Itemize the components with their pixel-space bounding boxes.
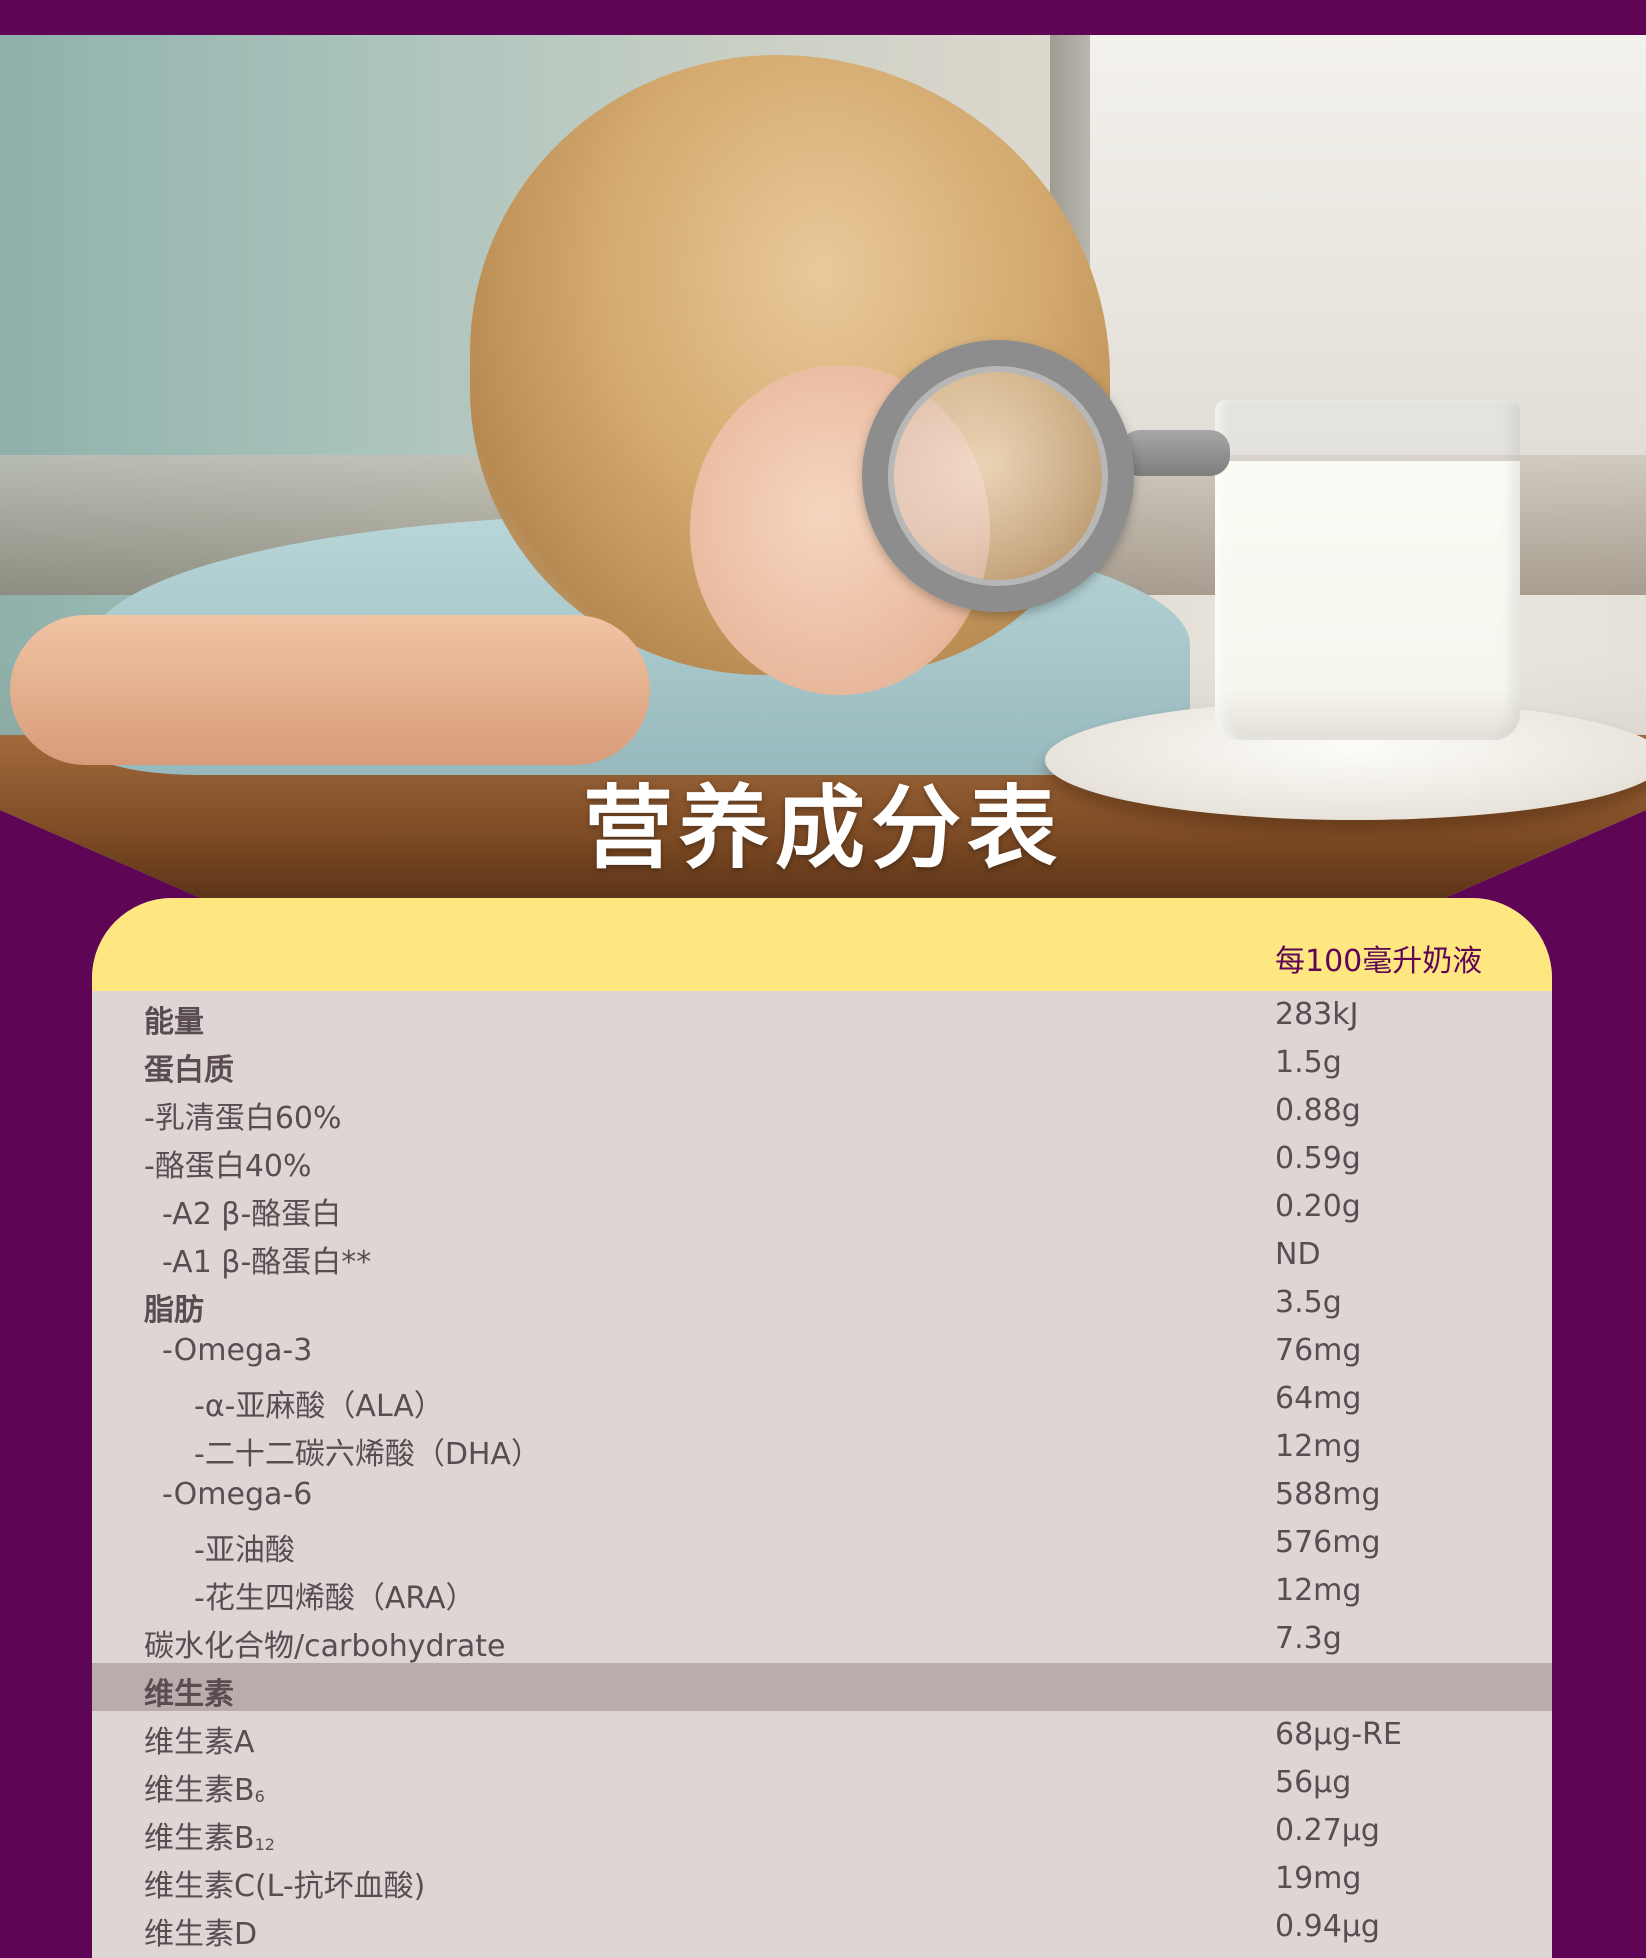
photo-magnifier-handle — [1120, 430, 1230, 476]
table-row: 维生素B12 0.27μg — [92, 1807, 1552, 1857]
row-label: 维生素A — [144, 1725, 255, 1760]
row-label: 维生素D — [144, 1917, 258, 1952]
row-value: 19mg — [1275, 1861, 1362, 1896]
row-label: 维生素B12 — [144, 1813, 275, 1857]
table-row: -Omega-6 588mg — [92, 1471, 1552, 1519]
row-value: 12mg — [1275, 1573, 1362, 1608]
table-row: -乳清蛋白60% 0.88g — [92, 1087, 1552, 1136]
table-row: 维生素D 0.94μg — [92, 1903, 1552, 1952]
row-value: 7.3g — [1275, 1621, 1342, 1656]
magnifier-icon — [862, 340, 1134, 612]
row-label: -亚油酸 — [194, 1533, 295, 1568]
row-label: -花生四烯酸（ARA） — [194, 1581, 476, 1616]
nutrition-table: 每100毫升奶液 能量 283kJ 蛋白质 1.5g -乳清蛋白60% 0.88… — [92, 898, 1552, 1958]
row-value: 588mg — [1275, 1477, 1381, 1512]
row-label: -Omega-6 — [162, 1477, 313, 1512]
table-row: -亚油酸 576mg — [92, 1519, 1552, 1568]
row-value: 0.27μg — [1275, 1813, 1380, 1848]
row-label: -A1 β-酪蛋白** — [162, 1245, 372, 1280]
row-label: 脂肪 — [144, 1293, 204, 1328]
row-label: 维生素C(L-抗坏血酸) — [144, 1869, 426, 1904]
table-row: -A1 β-酪蛋白** ND — [92, 1231, 1552, 1280]
row-value: 3.5g — [1275, 1285, 1342, 1320]
row-value: ND — [1275, 1237, 1321, 1272]
table-row: 脂肪 3.5g — [92, 1279, 1552, 1328]
table-row: 维生素C(L-抗坏血酸) 19mg — [92, 1855, 1552, 1904]
row-value: 0.59g — [1275, 1141, 1361, 1176]
table-row: 碳水化合物/carbohydrate 7.3g — [92, 1615, 1552, 1664]
table-row: -Omega-3 76mg — [92, 1327, 1552, 1375]
row-value: 76mg — [1275, 1333, 1362, 1368]
row-label: 能量 — [144, 1005, 204, 1040]
photo-child-arm — [10, 615, 650, 765]
table-row: -花生四烯酸（ARA） 12mg — [92, 1567, 1552, 1616]
row-label: 碳水化合物/carbohydrate — [144, 1629, 506, 1664]
row-value: 0.94μg — [1275, 1909, 1380, 1944]
row-label-subscript: 12 — [254, 1835, 275, 1854]
table-header: 每100毫升奶液 — [92, 898, 1552, 991]
row-label: -α-亚麻酸（ALA） — [194, 1389, 444, 1424]
row-value: 1.5g — [1275, 1045, 1342, 1080]
photo-fridge — [1090, 35, 1646, 455]
column-header-per-100ml: 每100毫升奶液 — [1275, 944, 1483, 979]
table-row: 蛋白质 1.5g — [92, 1039, 1552, 1088]
section-label: 维生素 — [144, 1677, 234, 1712]
table-row: -二十二碳六烯酸（DHA） 12mg — [92, 1423, 1552, 1472]
row-value: 0.20g — [1275, 1189, 1361, 1224]
photo-milk-glass — [1215, 400, 1520, 740]
row-label: -Omega-3 — [162, 1333, 313, 1368]
row-label-text: 维生素B — [144, 1773, 255, 1808]
row-label-text: 维生素B — [144, 1821, 255, 1856]
table-row: 能量 283kJ — [92, 991, 1552, 1040]
row-label: -A2 β-酪蛋白 — [162, 1197, 342, 1232]
row-value: 64mg — [1275, 1381, 1362, 1416]
row-value: 0.88g — [1275, 1093, 1361, 1128]
table-row: 维生素B6 56μg — [92, 1759, 1552, 1809]
table-row: 维生素A 68μg-RE — [92, 1711, 1552, 1760]
table-row: -A2 β-酪蛋白 0.20g — [92, 1183, 1552, 1232]
row-value: 12mg — [1275, 1429, 1362, 1464]
table-row: -α-亚麻酸（ALA） 64mg — [92, 1375, 1552, 1424]
row-value: 56μg — [1275, 1765, 1352, 1800]
row-label: -乳清蛋白60% — [144, 1101, 342, 1136]
row-value: 283kJ — [1275, 997, 1359, 1032]
row-label: -二十二碳六烯酸（DHA） — [194, 1437, 542, 1472]
row-value: 68μg-RE — [1275, 1717, 1402, 1752]
table-row: -酪蛋白40% 0.59g — [92, 1135, 1552, 1184]
row-label: 蛋白质 — [144, 1053, 234, 1088]
row-label: 维生素B6 — [144, 1765, 265, 1809]
row-label-subscript: 6 — [254, 1787, 265, 1806]
section-vitamins: 维生素 — [92, 1663, 1552, 1712]
table-body: 能量 283kJ 蛋白质 1.5g -乳清蛋白60% 0.88g -酪蛋白40%… — [92, 991, 1552, 1952]
row-label: -酪蛋白40% — [144, 1149, 312, 1184]
page-title: 营养成分表 — [583, 776, 1063, 881]
hero-photo — [0, 35, 1646, 900]
row-value: 576mg — [1275, 1525, 1381, 1560]
